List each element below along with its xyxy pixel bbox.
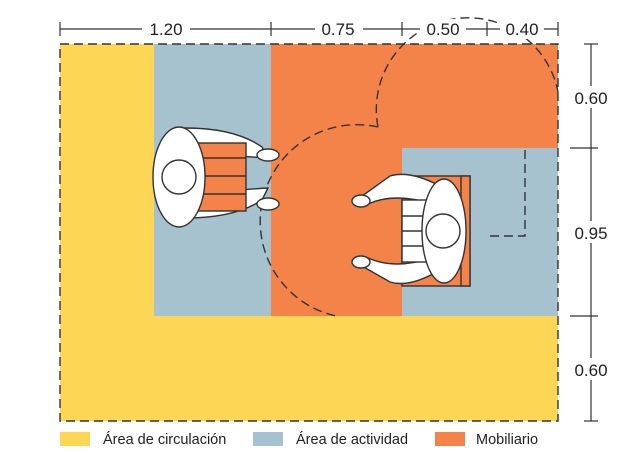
label-bg-3 [500,19,544,39]
right-hand-lower [351,255,371,269]
right-dimension-labels: 0.60 0.95 0.60 [570,86,612,380]
label-bg-2 [420,19,466,39]
legend-label-activity: Área de actividad [296,431,408,448]
person-figure-right [351,173,471,287]
top-dim-label-1: 1.20 [149,20,182,39]
zones [60,44,558,421]
left-hand-upper [256,148,280,162]
top-dim-label-2: 0.75 [321,20,354,39]
legend-swatch-circulation [60,432,90,446]
right-head [425,213,461,249]
right-dim-label-2: 0.95 [574,224,607,243]
circulation-zone-bottom [60,316,558,421]
person-figure-left [152,126,280,228]
legend-label-furniture: Mobiliario [476,432,538,448]
top-dim-label-3: 0.50 [426,20,459,39]
legend: Área de circulación Área de actividad Mo… [60,431,538,448]
rlabel-bg-1 [570,221,612,243]
left-head [161,159,197,195]
right-dim-label-3: 0.60 [574,361,607,380]
rlabel-bg-2 [570,358,612,380]
right-hand-upper [351,194,371,208]
left-hand-lower [256,197,280,211]
swing-arc-lower [259,124,379,317]
legend-swatch-furniture [435,432,465,446]
legend-label-circulation: Área de circulación [103,431,226,448]
chair-clearance-outline [490,148,526,237]
legend-swatch-activity [253,432,283,446]
top-dimension-labels: 1.20 0.75 0.50 0.40 [142,19,544,39]
top-dim-label-4: 0.40 [505,20,538,39]
label-bg-1 [315,19,363,39]
rlabel-bg-0 [570,86,612,108]
label-bg-0 [142,19,190,39]
right-dim-label-1: 0.60 [574,89,607,108]
top-dimension-line [59,22,559,36]
room-outline [59,43,559,422]
